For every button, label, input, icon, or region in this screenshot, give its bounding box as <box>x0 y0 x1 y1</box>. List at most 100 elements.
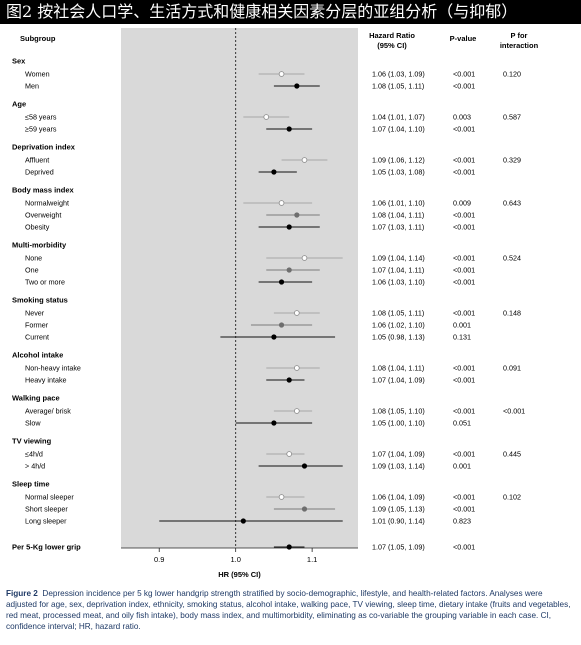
group-heading: Sex <box>12 57 26 66</box>
hr-ci-value: 1.09 (1.04, 1.14) <box>372 254 425 263</box>
header-hazard-ratio-ci: (95% CI) <box>377 41 407 50</box>
p-interaction-value: 0.329 <box>503 156 521 165</box>
hr-ci-value: 1.06 (1.03, 1.09) <box>372 70 425 79</box>
group-heading: Multi-morbidity <box>12 241 67 250</box>
hr-ci-value: 1.08 (1.04, 1.11) <box>372 211 424 220</box>
group-heading: Deprivation index <box>12 143 76 152</box>
point-estimate <box>294 310 300 316</box>
caption-label: Figure 2 <box>6 589 38 598</box>
point-estimate <box>240 518 246 524</box>
p-value: 0.003 <box>453 113 471 122</box>
caption-text: Depression incidence per 5 kg lower hand… <box>6 589 571 631</box>
figure-caption: Figure 2 Depression incidence per 5 kg l… <box>6 588 575 632</box>
row-label: Deprived <box>25 168 54 177</box>
group-heading: Age <box>12 100 26 109</box>
row-label: ≤4h/d <box>25 450 43 459</box>
p-value: 0.051 <box>453 419 471 428</box>
group-heading: Body mass index <box>12 186 75 195</box>
hr-ci-value: 1.05 (0.98, 1.13) <box>372 333 425 342</box>
header-subgroup: Subgroup <box>20 34 56 43</box>
hr-ci-value: 1.06 (1.03, 1.10) <box>372 278 425 287</box>
p-value: <0.001 <box>453 266 475 275</box>
p-interaction-value: 0.091 <box>503 364 521 373</box>
hr-ci-value: 1.09 (1.06, 1.12) <box>372 156 425 165</box>
row-label: Normalweight <box>25 199 69 208</box>
group-heading: Smoking status <box>12 296 68 305</box>
hr-ci-value: 1.07 (1.05, 1.09) <box>372 543 425 552</box>
p-interaction-value: 0.643 <box>503 199 521 208</box>
p-interaction-value: 0.524 <box>503 254 521 263</box>
p-value: <0.001 <box>453 543 475 552</box>
row-label: Overweight <box>25 211 61 220</box>
hr-ci-value: 1.07 (1.04, 1.11) <box>372 266 424 275</box>
hr-ci-value: 1.08 (1.04, 1.11) <box>372 364 424 373</box>
p-value: <0.001 <box>453 407 475 416</box>
row-label: Current <box>25 333 49 342</box>
row-label: Long sleeper <box>25 517 67 526</box>
header-hazard-ratio: Hazard Ratio <box>369 31 415 40</box>
hr-ci-value: 1.07 (1.04, 1.09) <box>372 450 425 459</box>
row-label: Heavy intake <box>25 376 67 385</box>
p-value: <0.001 <box>453 223 475 232</box>
group-heading: Sleep time <box>12 480 50 489</box>
p-interaction-value: <0.001 <box>503 407 525 416</box>
hr-ci-value: 1.04 (1.01, 1.07) <box>372 113 425 122</box>
p-value: 0.823 <box>453 517 471 526</box>
hr-ci-value: 1.09 (1.05, 1.13) <box>372 505 425 514</box>
x-tick-label: 0.9 <box>154 555 164 564</box>
point-estimate <box>294 408 300 414</box>
p-value: <0.001 <box>453 364 475 373</box>
banner-title: 图2 按社会人口学、生活方式和健康相关因素分层的亚组分析（与抑郁） <box>0 0 581 24</box>
p-value: <0.001 <box>453 376 475 385</box>
point-estimate <box>263 114 270 120</box>
hr-ci-value: 1.06 (1.01, 1.10) <box>372 199 425 208</box>
row-label: Per 5-Kg lower grip <box>12 543 81 552</box>
row-label: Average/ brisk <box>25 407 71 416</box>
p-value: 0.009 <box>453 199 471 208</box>
row-label: Slow <box>25 419 41 428</box>
header-p-interaction: P for <box>511 31 528 40</box>
row-label: Affluent <box>25 156 49 165</box>
hr-ci-value: 1.06 (1.04, 1.09) <box>372 493 425 502</box>
p-interaction-value: 0.120 <box>503 70 521 79</box>
point-estimate <box>286 544 292 550</box>
point-estimate <box>286 267 292 273</box>
p-value: <0.001 <box>453 493 475 502</box>
row-label: Non-heavy intake <box>25 364 81 373</box>
x-axis-label: HR (95% CI) <box>218 570 261 579</box>
hr-ci-value: 1.09 (1.03, 1.14) <box>372 462 425 471</box>
p-value: 0.001 <box>453 321 471 330</box>
forest-plot: 0.9 1.0 1.1 HR (95% CI) Subgroup Hazard Ratio… <box>12 28 539 579</box>
group-heading: Walking pace <box>12 394 60 403</box>
p-value: <0.001 <box>453 254 475 263</box>
point-estimate <box>301 506 308 512</box>
group-heading: TV viewing <box>12 437 52 446</box>
point-estimate <box>278 494 285 500</box>
point-estimate <box>301 463 308 469</box>
hr-ci-value: 1.05 (1.00, 1.10) <box>372 419 425 428</box>
point-estimate <box>286 224 292 230</box>
point-estimate <box>301 157 308 163</box>
p-value: <0.001 <box>453 450 475 459</box>
p-value: 0.001 <box>453 462 471 471</box>
point-estimate <box>294 212 300 218</box>
group-heading: Alcohol intake <box>12 351 63 360</box>
hr-ci-value: 1.07 (1.04, 1.09) <box>372 376 425 385</box>
p-value: <0.001 <box>453 278 475 287</box>
hr-ci-value: 1.08 (1.05, 1.10) <box>372 407 425 416</box>
row-label: ≤58 years <box>25 113 57 122</box>
point-estimate <box>278 200 285 206</box>
p-value: <0.001 <box>453 156 475 165</box>
hr-ci-value: 1.01 (0.90, 1.14) <box>372 517 425 526</box>
plot-panel <box>121 28 358 548</box>
row-label: ≥59 years <box>25 125 57 134</box>
header-pvalue: P-value <box>450 34 477 43</box>
row-label: Two or more <box>25 278 65 287</box>
row-label: Never <box>25 309 45 318</box>
x-tick-label: 1.0 <box>230 555 240 564</box>
hr-ci-value: 1.08 (1.05, 1.11) <box>372 309 424 318</box>
row-label: > 4h/d <box>25 462 45 471</box>
header-p-interaction-2: interaction <box>500 41 539 50</box>
p-value: 0.131 <box>453 333 471 342</box>
row-label: Short sleeper <box>25 505 68 514</box>
